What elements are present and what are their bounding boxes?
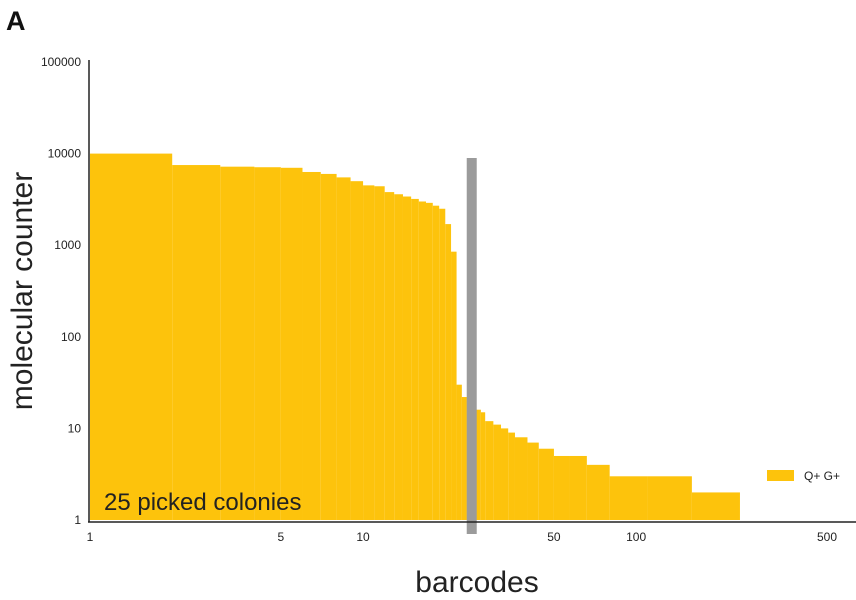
x-ticks: 1 5 10 50 100 500	[87, 530, 838, 544]
bar	[363, 185, 375, 521]
bar	[350, 181, 364, 520]
bar	[485, 421, 494, 520]
bar	[411, 198, 419, 520]
bar	[691, 492, 740, 520]
bar	[501, 428, 509, 520]
bar	[647, 476, 692, 520]
bar	[320, 173, 337, 521]
y-tick-label: 10	[68, 421, 82, 435]
bar	[553, 455, 570, 520]
bar	[425, 202, 433, 520]
bar	[439, 208, 446, 520]
bar	[402, 196, 412, 520]
bar	[461, 397, 467, 520]
y-tick-label: 100000	[41, 55, 81, 69]
bar	[445, 224, 452, 520]
legend-swatch	[767, 470, 794, 481]
y-tick-label: 100	[61, 330, 81, 344]
bar	[476, 409, 481, 520]
bar	[514, 437, 528, 520]
y-tick-label: 1	[74, 513, 81, 527]
y-axis-title: molecular counter	[6, 172, 39, 410]
bar	[384, 192, 395, 520]
bar	[394, 194, 403, 521]
bar	[609, 476, 648, 520]
x-axis-title: barcodes	[415, 566, 538, 599]
bar	[451, 251, 457, 520]
legend: Q+ G+	[767, 469, 840, 483]
bar	[432, 205, 440, 520]
bars-group	[90, 153, 740, 521]
cutoff-line	[466, 158, 477, 534]
bar	[493, 424, 502, 520]
x-tick-label: 5	[278, 530, 285, 544]
bar	[456, 384, 462, 520]
y-tick-label: 10000	[48, 147, 82, 161]
bar	[336, 177, 351, 520]
bar	[374, 186, 385, 520]
bar	[538, 448, 554, 520]
x-tick-label: 500	[817, 530, 837, 544]
bar	[569, 455, 587, 520]
y-ticks: 1 10 100 1000 10000 100000	[41, 55, 81, 527]
bar	[418, 201, 426, 520]
bar	[280, 167, 303, 521]
panel-letter: A	[6, 6, 26, 36]
x-tick-label: 1	[87, 530, 94, 544]
legend-label: Q+ G+	[804, 469, 840, 483]
bar	[172, 165, 221, 521]
bar	[586, 464, 610, 520]
annotation-picked-colonies: 25 picked colonies	[104, 489, 301, 516]
x-tick-label: 100	[626, 530, 646, 544]
bar	[254, 167, 281, 520]
bar	[508, 432, 515, 520]
bar	[220, 166, 255, 521]
y-tick-label: 1000	[54, 238, 81, 252]
bar	[90, 153, 173, 520]
bar	[527, 442, 539, 520]
x-tick-label: 50	[547, 530, 561, 544]
bar	[302, 171, 321, 520]
x-tick-label: 10	[356, 530, 370, 544]
bar	[480, 412, 486, 520]
